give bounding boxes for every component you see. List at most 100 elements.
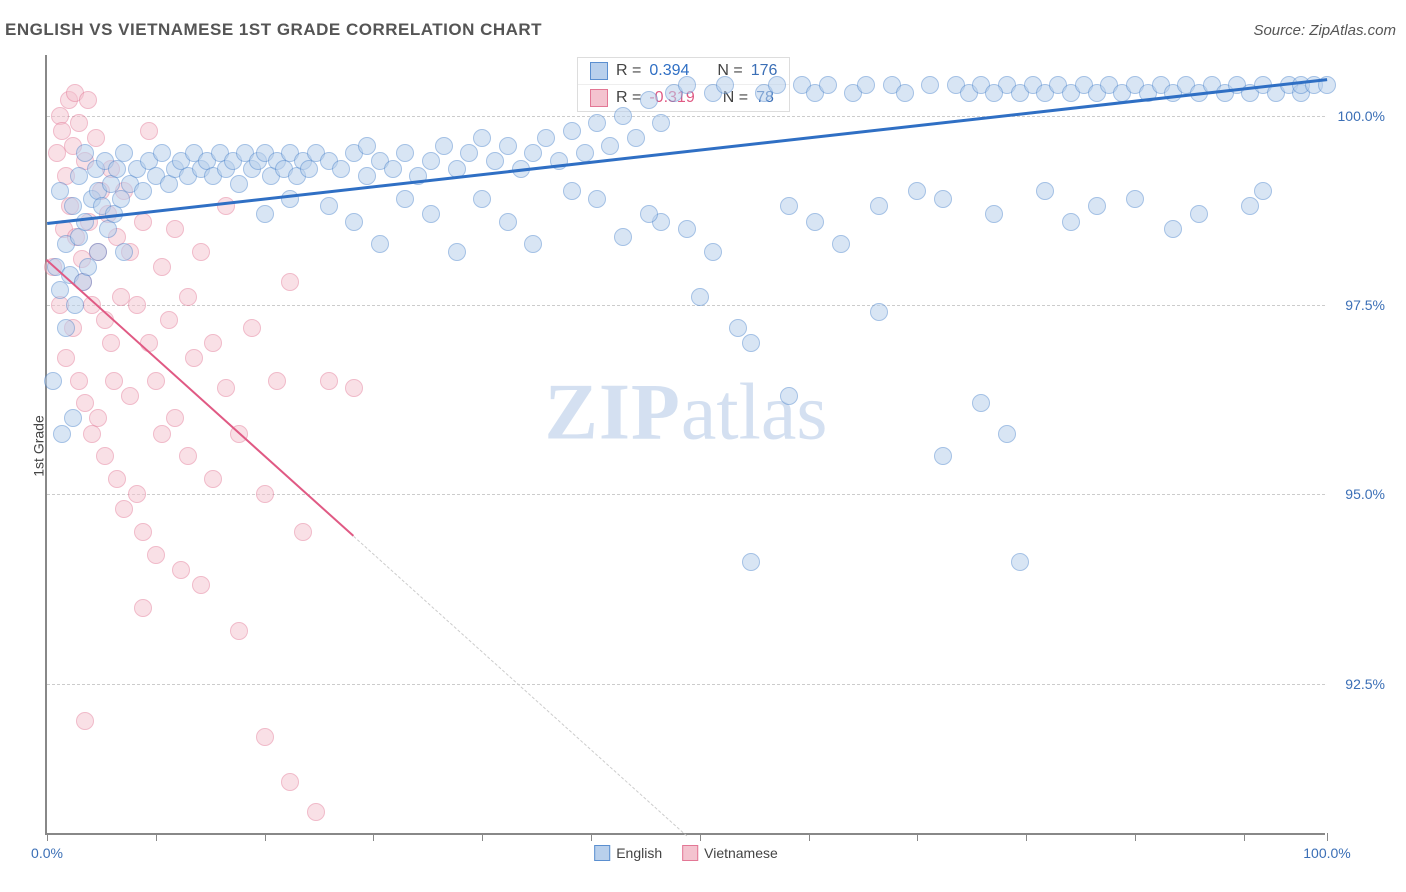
english-point	[614, 228, 632, 246]
english-point	[345, 213, 363, 231]
vietnamese-point	[243, 319, 261, 337]
english-point	[44, 372, 62, 390]
chart-title: ENGLISH VS VIETNAMESE 1ST GRADE CORRELAT…	[5, 20, 542, 40]
english-point	[704, 243, 722, 261]
xtick	[917, 833, 918, 841]
english-point	[332, 160, 350, 178]
english-point	[768, 76, 786, 94]
english-point	[921, 76, 939, 94]
legend-swatch	[594, 845, 610, 861]
vietnamese-point	[268, 372, 286, 390]
english-point	[396, 144, 414, 162]
english-point	[66, 296, 84, 314]
english-point	[499, 137, 517, 155]
gridline	[47, 305, 1325, 306]
vietnamese-point	[79, 91, 97, 109]
vietnamese-point	[134, 523, 152, 541]
xtick	[1327, 833, 1328, 841]
ytick-label: 92.5%	[1345, 676, 1385, 692]
vietnamese-point	[140, 334, 158, 352]
chart-plot-area: ZIPatlas R = 0.394 N = 176 R = -0.319 N …	[45, 55, 1325, 835]
vietnamese-point	[134, 599, 152, 617]
vietnamese-point	[179, 447, 197, 465]
english-point	[1164, 220, 1182, 238]
xtick	[265, 833, 266, 841]
english-point	[473, 190, 491, 208]
vietnamese-point	[115, 500, 133, 518]
xtick	[700, 833, 701, 841]
english-point	[678, 76, 696, 94]
vietnamese-point	[96, 447, 114, 465]
english-point	[79, 258, 97, 276]
english-point	[422, 205, 440, 223]
watermark-zip: ZIP	[545, 368, 681, 456]
english-point	[614, 107, 632, 125]
vietnamese-point	[128, 296, 146, 314]
vietnamese-point	[204, 470, 222, 488]
english-point	[780, 387, 798, 405]
vietnamese-point	[140, 122, 158, 140]
english-swatch	[590, 62, 608, 80]
xtick	[809, 833, 810, 841]
english-point	[870, 197, 888, 215]
english-point	[678, 220, 696, 238]
english-point	[64, 409, 82, 427]
vietnamese-point	[230, 622, 248, 640]
vietnamese-point	[89, 409, 107, 427]
english-point	[537, 129, 555, 147]
english-point	[972, 394, 990, 412]
english-point	[51, 182, 69, 200]
vietnamese-point	[153, 425, 171, 443]
vietnamese-point	[256, 728, 274, 746]
vietnamese-point	[70, 372, 88, 390]
vietnamese-point	[105, 372, 123, 390]
english-point	[51, 281, 69, 299]
xtick	[482, 833, 483, 841]
vietnamese-point	[166, 409, 184, 427]
english-point	[473, 129, 491, 147]
english-point	[896, 84, 914, 102]
english-point	[396, 190, 414, 208]
vietnamese-point	[102, 334, 120, 352]
english-point	[384, 160, 402, 178]
chart-header: ENGLISH VS VIETNAMESE 1ST GRADE CORRELAT…	[5, 20, 1396, 40]
english-point	[358, 137, 376, 155]
vietnamese-point	[128, 485, 146, 503]
english-point	[857, 76, 875, 94]
chart-source: Source: ZipAtlas.com	[1253, 22, 1396, 39]
english-point	[742, 334, 760, 352]
vietnamese-point	[294, 523, 312, 541]
xtick	[591, 833, 592, 841]
english-point	[371, 235, 389, 253]
english-point	[460, 144, 478, 162]
r-label: R =	[616, 62, 641, 80]
xtick	[156, 833, 157, 841]
vietnamese-point	[76, 394, 94, 412]
english-point	[908, 182, 926, 200]
legend-label: Vietnamese	[704, 845, 778, 861]
xtick-label: 100.0%	[1303, 845, 1350, 861]
english-point	[601, 137, 619, 155]
english-point	[588, 190, 606, 208]
english-point	[985, 205, 1003, 223]
vietnamese-point	[57, 349, 75, 367]
vietnamese-point	[153, 258, 171, 276]
r-label: R =	[616, 89, 641, 107]
vietnamese-trendline-extend	[354, 536, 687, 836]
legend-item: Vietnamese	[682, 845, 778, 861]
english-point	[524, 235, 542, 253]
vietnamese-point	[166, 220, 184, 238]
english-point	[134, 182, 152, 200]
english-point	[627, 129, 645, 147]
series-legend: English Vietnamese	[594, 845, 778, 861]
legend-item: English	[594, 845, 662, 861]
vietnamese-point	[172, 561, 190, 579]
english-point	[448, 243, 466, 261]
english-point	[588, 114, 606, 132]
english-point	[806, 213, 824, 231]
ytick-label: 100.0%	[1338, 108, 1385, 124]
vietnamese-point	[76, 712, 94, 730]
english-point	[358, 167, 376, 185]
english-point	[1241, 197, 1259, 215]
english-point	[76, 213, 94, 231]
